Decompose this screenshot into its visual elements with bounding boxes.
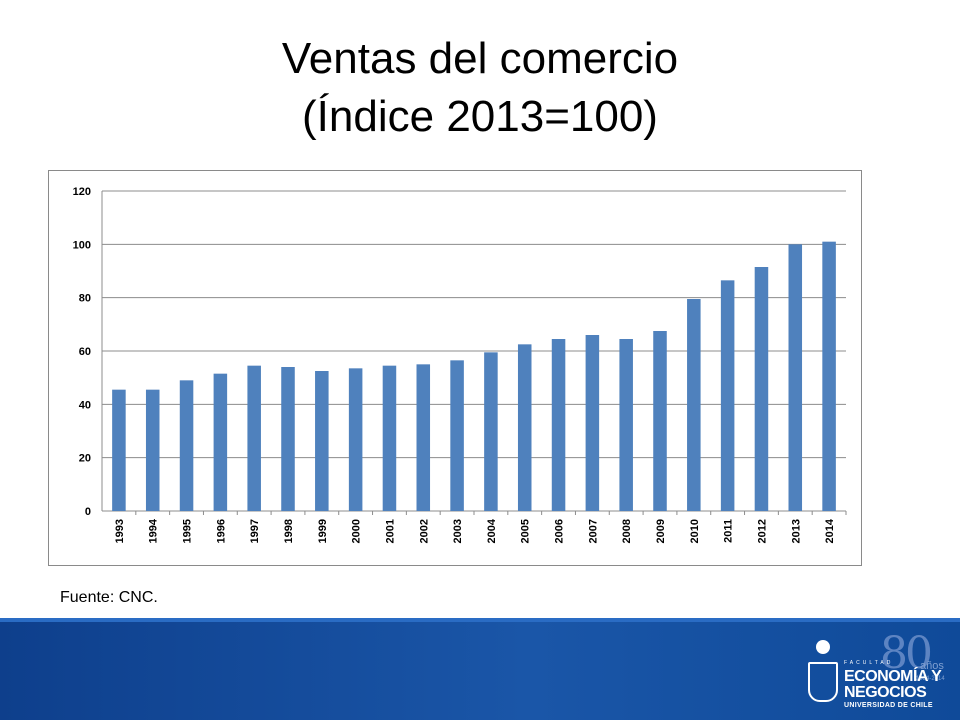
anniversary-years: 1934-2014 bbox=[916, 676, 945, 682]
slide-title-line2: (Índice 2013=100) bbox=[302, 92, 658, 141]
bar bbox=[145, 389, 160, 511]
bar bbox=[348, 368, 363, 511]
bar bbox=[788, 244, 803, 511]
logo-universidad: UNIVERSIDAD DE CHILE bbox=[844, 702, 933, 709]
bar bbox=[382, 365, 397, 511]
faculty-logo: 80 años 1934-2014 FACULTAD ECONOMÍA Y NE… bbox=[808, 628, 948, 716]
y-tick-label: 80 bbox=[79, 293, 91, 305]
bar bbox=[585, 335, 600, 511]
x-tick-label: 2012 bbox=[756, 519, 768, 543]
chart-container: 0 20 40 60 80 100 120 1993 1994 1995 1996 1997 1998 1… bbox=[48, 170, 862, 566]
bar bbox=[213, 373, 228, 511]
x-tick-label: 2004 bbox=[486, 518, 498, 543]
footer-band bbox=[0, 622, 960, 720]
x-tick-label: 1997 bbox=[249, 519, 261, 543]
x-tick-label: 2013 bbox=[790, 519, 802, 543]
slide-title-line1: Ventas del comercio bbox=[281, 34, 679, 83]
y-tick-label: 120 bbox=[73, 186, 91, 198]
bar bbox=[315, 371, 329, 511]
x-tick-label: 1994 bbox=[148, 518, 160, 543]
bar bbox=[247, 365, 261, 511]
university-crest-icon bbox=[808, 662, 838, 702]
y-tick-label: 40 bbox=[79, 399, 91, 411]
x-tick-label: 2008 bbox=[621, 519, 633, 543]
bar bbox=[551, 339, 566, 511]
x-tick-label: 2011 bbox=[723, 519, 735, 543]
bar bbox=[619, 339, 633, 511]
slide-title: Ventas del comercio (Índice 2013=100) bbox=[0, 30, 960, 146]
bar bbox=[653, 331, 667, 511]
bar bbox=[720, 280, 735, 511]
x-tick-label: 2010 bbox=[689, 519, 701, 543]
bar-chart: 0 20 40 60 80 100 120 1993 1994 1995 1996 1997 1998 1… bbox=[73, 186, 847, 543]
x-tick-label: 1999 bbox=[317, 519, 329, 543]
bar bbox=[822, 241, 836, 511]
footer-stripe bbox=[0, 618, 960, 622]
bar bbox=[754, 267, 769, 511]
x-tick-label: 2006 bbox=[554, 519, 566, 543]
x-tick-label: 2002 bbox=[418, 519, 430, 543]
x-tick-label: 2009 bbox=[655, 519, 667, 543]
x-tick-label: 2003 bbox=[452, 519, 464, 543]
bar bbox=[112, 389, 126, 511]
x-tick-label: 1995 bbox=[182, 519, 194, 543]
x-tick-label: 1998 bbox=[283, 519, 295, 543]
x-tick-label: 2005 bbox=[520, 519, 532, 543]
y-tick-label: 0 bbox=[85, 506, 91, 518]
x-tick-label: 2000 bbox=[351, 519, 363, 543]
x-tick-label: 1993 bbox=[114, 519, 126, 543]
anniversary-anos: años bbox=[920, 660, 944, 672]
bar bbox=[687, 299, 701, 511]
x-tick-label: 1996 bbox=[215, 519, 227, 543]
anniversary-number: 80 bbox=[880, 628, 933, 679]
bar bbox=[416, 364, 431, 511]
source-note: Fuente: CNC. bbox=[60, 589, 158, 606]
logo-negocios: NEGOCIOS bbox=[844, 684, 927, 701]
x-tick-label: 2014 bbox=[824, 518, 836, 543]
logo-facultad: FACULTAD bbox=[844, 660, 894, 666]
y-tick-label: 60 bbox=[79, 346, 91, 358]
x-tick-label: 2007 bbox=[587, 519, 599, 543]
y-tick-label: 100 bbox=[73, 239, 91, 251]
bar bbox=[179, 380, 194, 511]
bar bbox=[450, 360, 464, 511]
x-tick-label: 2001 bbox=[384, 519, 396, 543]
bar bbox=[281, 367, 295, 511]
bar bbox=[517, 344, 532, 511]
bar bbox=[484, 352, 498, 511]
sun-emblem-icon bbox=[816, 640, 830, 654]
y-tick-label: 20 bbox=[79, 453, 91, 465]
logo-economia: ECONOMÍA Y bbox=[844, 668, 942, 685]
